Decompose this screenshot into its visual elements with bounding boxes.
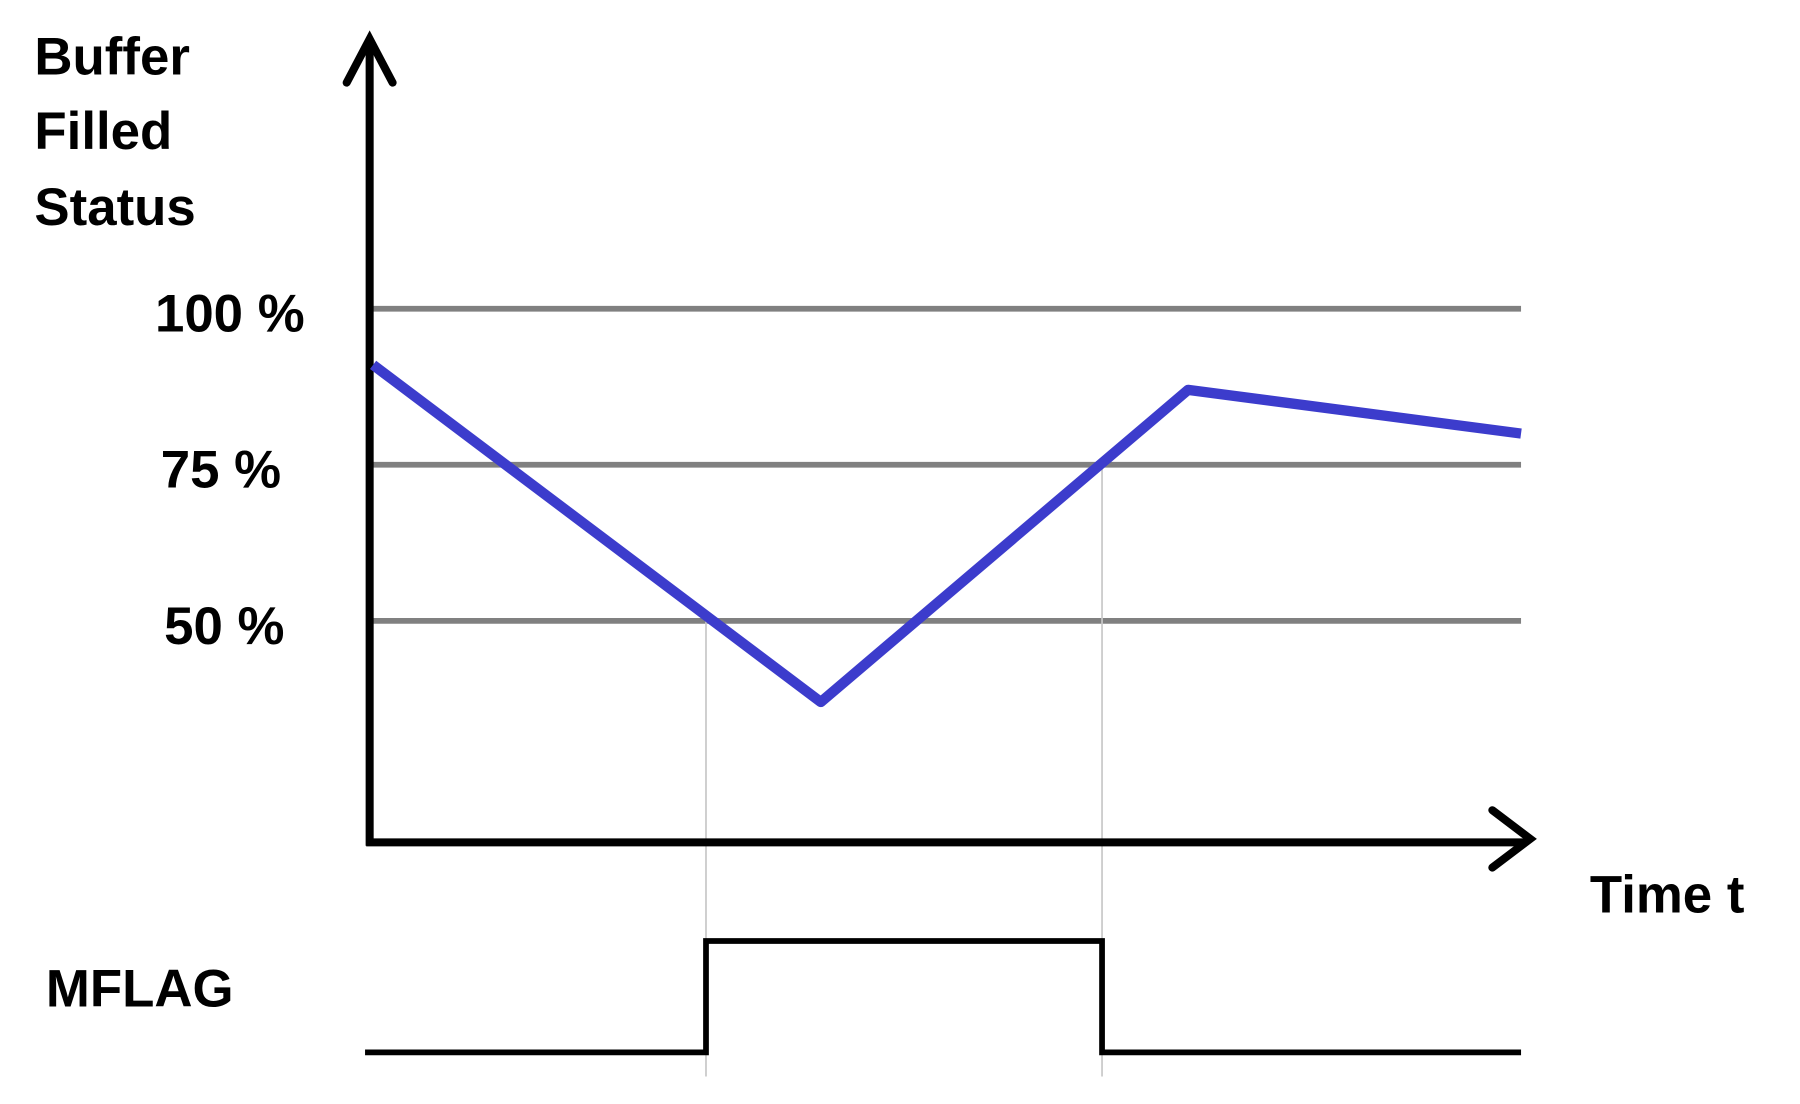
y-axis-arrowhead xyxy=(342,30,397,87)
mflag-signal-line xyxy=(365,938,1522,1056)
buffer-fill-line xyxy=(369,360,1522,708)
y-axis-label-line-1: Buffer xyxy=(34,28,189,87)
y-axis-label-line-3: Status xyxy=(34,178,195,237)
level-label-100: 100 % xyxy=(155,285,305,344)
y-axis-label-line-2: Filled xyxy=(34,102,172,161)
x-axis-label: Time t xyxy=(1590,865,1745,924)
x-axis-arrowhead xyxy=(1488,806,1537,872)
level-label-75: 75 % xyxy=(161,441,281,500)
mflag-label: MFLAG xyxy=(46,959,234,1018)
level-label-50: 50 % xyxy=(164,597,284,656)
